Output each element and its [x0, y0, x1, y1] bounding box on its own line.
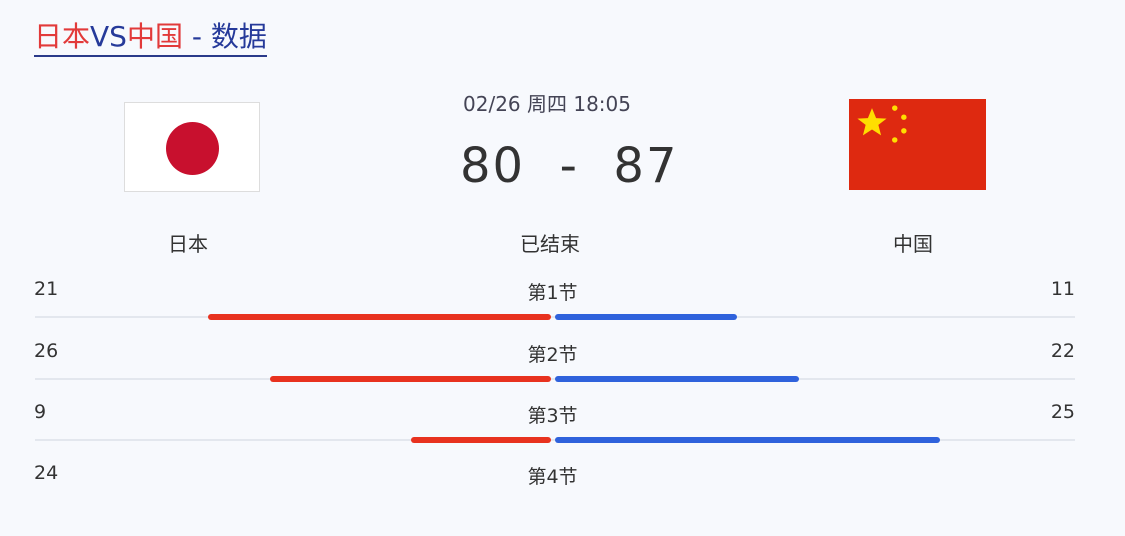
title-team2: 中国	[126, 20, 183, 53]
quarter-label: 第1节	[527, 282, 578, 304]
quarter-row: 21 第1节 11	[0, 278, 1125, 352]
title-suffix: - 数据	[182, 20, 267, 53]
title-vs: VS	[90, 20, 127, 53]
home-bar	[207, 314, 551, 320]
away-bar	[555, 376, 800, 382]
home-quarter-score: 9	[34, 401, 47, 423]
quarter-row: 24 第4节	[0, 462, 1125, 536]
quarter-row: 26 第2节 22	[0, 340, 1125, 414]
away-bar	[555, 437, 940, 443]
quarter-row: 9 第3节 25	[0, 401, 1125, 475]
match-status: 已结束	[520, 232, 580, 256]
away-team-name: 中国	[893, 232, 933, 256]
title-team1: 日本	[34, 20, 91, 53]
match-score: 80 - 87	[460, 138, 679, 194]
home-quarter-score: 21	[34, 278, 59, 300]
away-quarter-score: 22	[1050, 340, 1075, 362]
home-quarter-score: 26	[34, 340, 59, 362]
home-bar	[270, 376, 551, 382]
away-quarter-score: 25	[1050, 401, 1075, 423]
quarter-label: 第3节	[527, 405, 578, 427]
home-bar	[410, 437, 551, 443]
quarter-label: 第2节	[527, 344, 578, 366]
quarter-label: 第4节	[527, 466, 578, 488]
china-flag-icon	[849, 99, 986, 190]
away-quarter-score: 11	[1050, 278, 1075, 300]
page-title[interactable]: 日本VS中国 - 数据	[34, 20, 267, 57]
home-team-name: 日本	[168, 232, 208, 256]
away-bar	[555, 314, 737, 320]
japan-flag-icon	[124, 102, 260, 192]
